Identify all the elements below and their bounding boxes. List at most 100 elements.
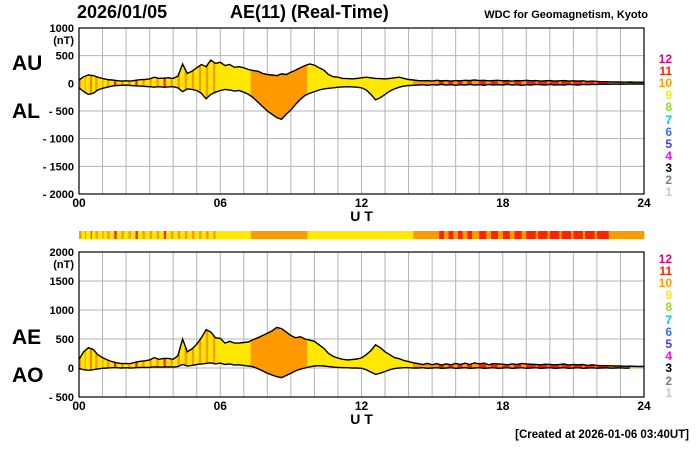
strip-segment-10-stations (128, 231, 132, 239)
y-tick-label: 500 (56, 334, 74, 346)
strip-segment-11-stations (448, 231, 454, 239)
strip-segment-10-stations (472, 231, 480, 239)
legend-count-12: 12 (658, 52, 672, 66)
strip-segment-10-stations (559, 231, 563, 239)
strip-segment-10-stations (509, 231, 515, 239)
band-fill-9-stations (91, 75, 96, 94)
strip-segment-10-stations (149, 231, 153, 239)
legend-count-11: 11 (659, 263, 672, 278)
strip-segment-10-stations (462, 231, 468, 239)
strip-segment-11-stations (596, 231, 610, 239)
band-fill-9-stations (85, 347, 92, 371)
strip-segment-10-stations (250, 231, 308, 239)
y-tick-label: - 500 (49, 392, 74, 404)
band-fill-10-stations (142, 360, 146, 368)
strip-segment-11-stations (467, 231, 473, 239)
ae-ao-panel-frame (78, 251, 645, 398)
x-tick-label: 24 (637, 399, 651, 413)
y-tick-label: - 500 (49, 106, 74, 118)
strip-segment-11-stations (439, 231, 445, 239)
strip-segment-10-stations (486, 231, 492, 239)
station-count-legend-bottom: 12 11 10 9 8 7 6 5 4 3 2 1 (651, 0, 672, 450)
legend-count-5: 5 (665, 336, 672, 351)
legend-count-3: 3 (665, 361, 672, 376)
strip-segment-10-stations (199, 231, 202, 239)
strip-segment-11-stations (90, 231, 93, 239)
band-fill-10-stations (212, 334, 216, 365)
al-curve (78, 83, 645, 121)
x-tick-label: 06 (214, 399, 228, 413)
series-label-ao: AO (12, 364, 44, 387)
legend-count-10: 10 (658, 76, 672, 91)
band-fill-11-stations (163, 77, 167, 88)
strip-segment-9-stations (173, 231, 179, 239)
x-tick-label: 18 (496, 399, 510, 413)
observatory-credit: WDC for Geomagnetism, Kyoto (484, 9, 648, 21)
strip-segment-10-stations (177, 231, 181, 239)
strip-segment-9-stations (180, 231, 186, 239)
band-fill-9-stations (165, 77, 172, 88)
x-tick-label: 00 (72, 196, 86, 210)
strip-segment-10-stations (84, 231, 87, 239)
strip-segment-9-stations (307, 231, 414, 239)
strip-segment-10-stations (582, 231, 586, 239)
strip-segment-9-stations (166, 231, 172, 239)
strip-segment-11-stations (538, 231, 548, 239)
legend-count-2: 2 (665, 173, 672, 187)
strip-segment-11-stations (526, 231, 537, 239)
legend-count-4: 4 (665, 349, 672, 364)
strip-segment-10-stations (535, 231, 539, 239)
legend-count-10: 10 (658, 275, 672, 290)
strip-segment-9-stations (130, 231, 136, 239)
strip-segment-10-stations (413, 231, 440, 239)
strip-segment-11-stations (479, 231, 487, 239)
y-tick-label: 500 (56, 51, 74, 63)
band-fill-9-stations (151, 76, 157, 88)
band-fill-10-stations (212, 61, 216, 94)
series-label-ae: AE (12, 326, 42, 349)
strip-segment-10-stations (107, 231, 111, 239)
y-tick-label: - 1000 (43, 134, 74, 146)
band-fill-10-stations (170, 358, 174, 368)
strip-segment-9-stations (109, 231, 115, 239)
band-fill-10-stations (198, 63, 202, 94)
legend-count-3: 3 (665, 160, 672, 175)
strip-segment-10-stations (170, 231, 174, 239)
y-tick-label: 0 (68, 363, 74, 375)
strip-segment-9-stations (123, 231, 129, 239)
plot-title: AE(11) (Real-Time) (230, 2, 389, 22)
x-tick-label: 06 (214, 196, 228, 210)
y-tick-label: 1000 (50, 23, 74, 35)
series-label-au: AU (12, 52, 43, 75)
legend-count-5: 5 (665, 136, 672, 151)
strip-segment-11-stations (585, 231, 595, 239)
x-tick-label: 18 (496, 196, 510, 210)
x-axis-label: U T (350, 411, 373, 427)
strip-segment-10-stations (79, 231, 82, 239)
y-tick-label: 1500 (50, 276, 74, 288)
strip-segment-11-stations (163, 231, 167, 239)
legend-count-9: 9 (665, 88, 672, 103)
strip-segment-11-stations (502, 231, 511, 239)
legend-count-12: 12 (658, 251, 672, 266)
created-timestamp: [Created at 2026-01-06 03:40UT] (515, 429, 689, 441)
x-tick-label: 12 (355, 196, 369, 210)
strip-segment-10-stations (521, 231, 527, 239)
legend-count-7: 7 (665, 312, 672, 327)
strip-segment-11-stations (561, 231, 572, 239)
ae-curve (78, 326, 645, 368)
strip-segment-11-stations (491, 231, 499, 239)
legend-count-1: 1 (665, 185, 672, 200)
strip-segment-9-stations (194, 231, 200, 239)
band-fill-10-stations (205, 329, 209, 364)
strip-segment-9-stations (159, 231, 165, 239)
strip-segment-9-stations (215, 231, 252, 239)
legend-count-8: 8 (665, 100, 672, 115)
band-fill-9-stations (187, 70, 193, 90)
series-label-al: AL (12, 100, 40, 123)
band-fill-9-stations (85, 74, 92, 95)
x-axis-label: U T (350, 208, 373, 224)
strip-segment-10-stations (142, 231, 146, 239)
strip-segment-9-stations (97, 231, 103, 239)
strip-segment-10-stations (121, 231, 125, 239)
